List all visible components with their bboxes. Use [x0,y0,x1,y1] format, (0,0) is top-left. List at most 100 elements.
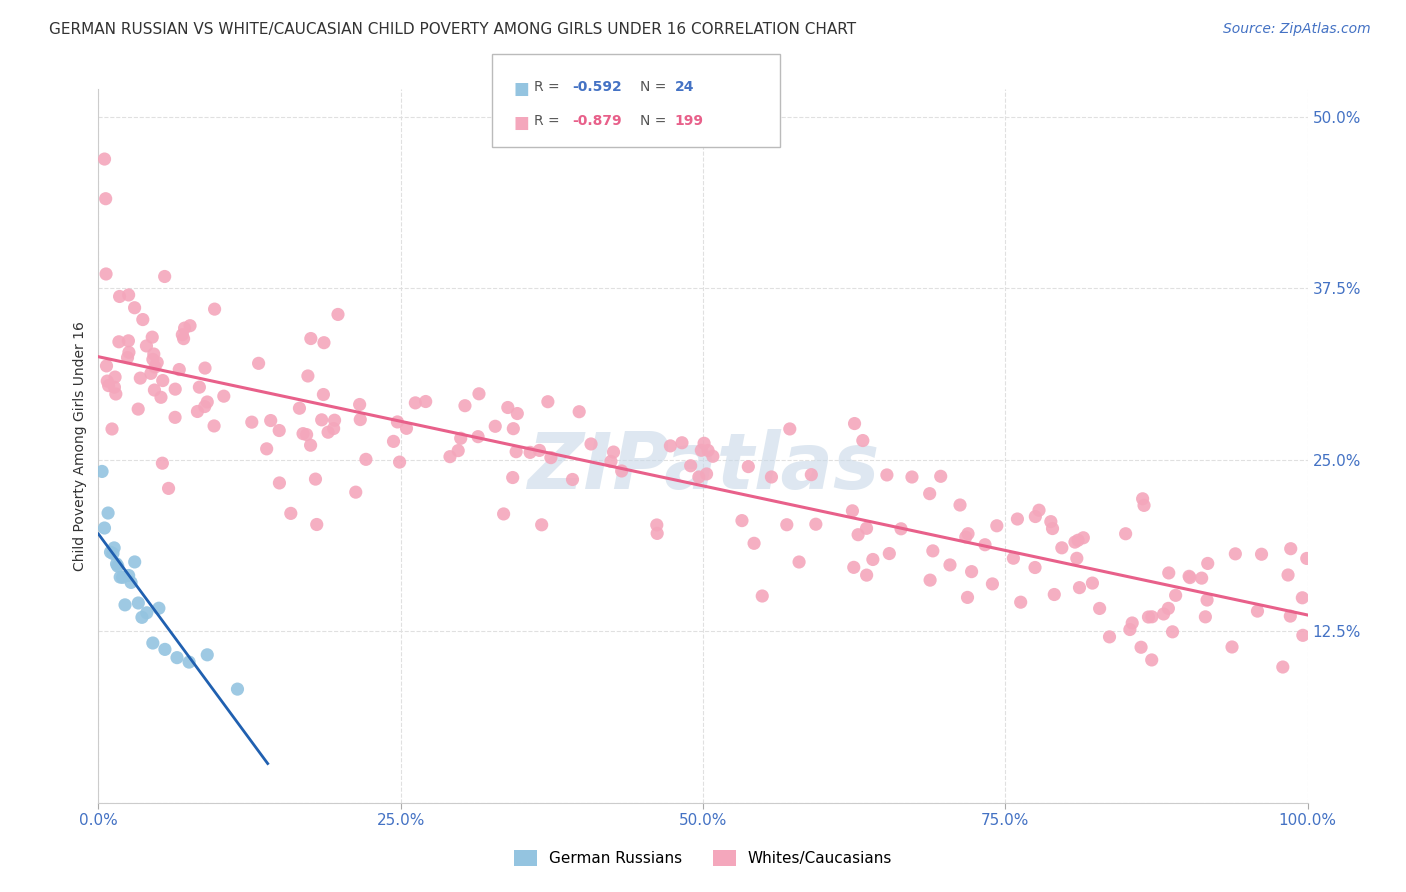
Point [800,467,823,482]
Point [269,475,291,490]
Point [152,374,174,388]
Text: N =: N = [640,80,671,95]
Point [974,538,997,552]
Point [395,421,418,435]
Point [454,399,477,413]
Point [195,648,218,662]
Point [610,464,633,478]
Point [1081,576,1104,591]
Point [1153,607,1175,621]
Point [344,485,367,500]
Point [1197,593,1219,607]
Point [561,473,583,487]
Point [105,557,128,571]
Point [135,606,157,620]
Point [148,601,170,615]
Point [153,642,176,657]
Point [1140,653,1163,667]
Point [1042,522,1064,536]
Point [929,469,952,483]
Text: 199: 199 [675,114,704,128]
Point [114,598,136,612]
Point [108,289,131,303]
Point [1292,628,1315,642]
Point [311,413,333,427]
Text: Source: ZipAtlas.com: Source: ZipAtlas.com [1223,22,1371,37]
Point [901,470,924,484]
Point [124,301,146,315]
Point [1161,624,1184,639]
Point [1073,531,1095,545]
Point [842,560,865,574]
Point [103,380,125,394]
Point [202,419,225,434]
Point [468,386,491,401]
Point [1271,660,1294,674]
Point [645,526,668,541]
Point [142,636,165,650]
Point [1130,640,1153,655]
Point [129,371,152,385]
Point [93,521,115,535]
Point [131,610,153,624]
Point [447,443,470,458]
Point [108,570,131,584]
Point [127,402,149,417]
Point [855,521,877,535]
Point [537,394,560,409]
Point [645,518,668,533]
Point [111,570,134,584]
Point [194,361,217,376]
Point [876,467,898,482]
Point [165,382,187,396]
Point [879,547,901,561]
Point [502,470,524,484]
Point [1295,551,1317,566]
Point [260,413,283,427]
Point [101,547,124,561]
Point [949,498,972,512]
Point [103,541,125,555]
Point [179,655,201,669]
Point [194,400,217,414]
Point [540,450,562,465]
Point [1064,535,1087,549]
Point [153,269,176,284]
Point [256,442,278,456]
Point [1010,595,1032,609]
Point [568,405,591,419]
Point [1002,551,1025,566]
Point [1039,515,1062,529]
Point [1178,569,1201,583]
Point [697,443,720,458]
Point [1164,588,1187,602]
Point [1066,551,1088,566]
Point [326,308,349,322]
Point [855,568,877,582]
Point [388,455,411,469]
Point [1137,610,1160,624]
Point [1191,571,1213,585]
Point [304,472,326,486]
Point [1098,630,1121,644]
Point [742,536,765,550]
Point [91,465,114,479]
Point [1050,541,1073,555]
Point [1069,581,1091,595]
Point [173,321,195,335]
Point [204,302,226,317]
Point [322,421,344,435]
Point [118,568,141,582]
Point [117,351,139,365]
Point [1277,568,1299,582]
Point [142,352,165,367]
Point [737,459,759,474]
Point [1140,609,1163,624]
Point [530,517,553,532]
Point [104,387,127,401]
Point [247,356,270,370]
Point [387,415,409,429]
Point [492,507,515,521]
Text: GERMAN RUSSIAN VS WHITE/CAUCASIAN CHILD POVERTY AMONG GIRLS UNDER 16 CORRELATION: GERMAN RUSSIAN VS WHITE/CAUCASIAN CHILD … [49,22,856,37]
Point [688,470,710,484]
